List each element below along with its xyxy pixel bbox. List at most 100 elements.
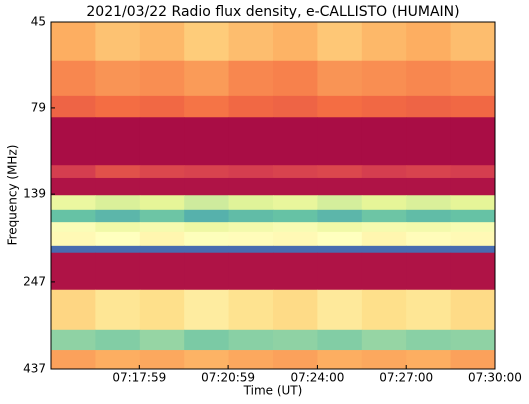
cell [228,195,274,211]
cell [139,231,185,247]
cell [273,231,318,247]
cell [361,350,407,370]
cell [228,289,274,331]
cell [139,222,185,233]
cell [450,329,496,351]
cell [406,117,452,166]
cell [450,252,496,291]
cell [139,22,185,62]
cell [273,209,318,223]
cell [139,60,185,97]
cell [273,165,318,179]
cell [450,245,496,254]
cell [51,209,96,223]
cell [406,195,452,211]
cell [450,177,496,196]
cell [228,22,274,62]
x-axis-label: Time (UT) [243,384,303,398]
cell [273,252,318,291]
cell [317,245,363,254]
cell [51,231,96,247]
y-tick-label: 139 [23,187,46,201]
cell [406,165,452,179]
cell [51,329,96,351]
cell [51,222,96,233]
cell [317,165,363,179]
cell [450,165,496,179]
plot-frame [50,21,496,370]
cell [95,289,141,331]
cell [450,95,496,118]
cell [51,289,96,331]
cell [273,350,318,370]
cell [95,329,141,351]
cell [361,117,407,166]
cell [317,209,363,223]
cell [361,231,407,247]
cell [317,60,363,97]
cell [139,195,185,211]
y-tick-label: 79 [31,100,46,114]
cell [228,95,274,118]
cell [228,231,274,247]
cell [273,222,318,233]
cell [450,222,496,233]
cell [361,165,407,179]
cell [273,95,318,118]
cell [406,177,452,196]
cell [51,117,96,166]
cell [139,117,185,166]
cell [450,60,496,97]
chart-title: 2021/03/22 Radio flux density, e-CALLIST… [86,4,459,20]
cell [95,245,141,254]
cell [317,252,363,291]
y-tick-label: 45 [31,15,46,29]
cell [450,195,496,211]
cell [139,329,185,351]
cell [317,195,363,211]
cell [450,231,496,247]
cell [95,350,141,370]
cell [184,252,230,291]
cell [51,245,96,254]
cell [51,195,96,211]
cell [51,177,96,196]
cell [361,252,407,291]
cell [273,195,318,211]
axes: 45 79 139 247 437 07:17:59 07:20:59 07:24:00 07:… [23,15,522,385]
cell [228,117,274,166]
cell [184,117,230,166]
cell [450,289,496,331]
cell [450,350,496,370]
cell [95,252,141,291]
cell [228,177,274,196]
cell [317,350,363,370]
heatmap [51,22,496,370]
cell [406,209,452,223]
cell [95,231,141,247]
cell [184,177,230,196]
cell [184,95,230,118]
cell [139,177,185,196]
cell [51,95,96,118]
x-tick-label: 07:20:59 [201,371,255,385]
cell [184,60,230,97]
cell [406,22,452,62]
cell [51,60,96,97]
cell [361,209,407,223]
cell [317,95,363,118]
cell [406,245,452,254]
cell [361,195,407,211]
cell [51,350,96,370]
cell [361,329,407,351]
y-tick-label: 247 [23,274,46,288]
cell [317,329,363,351]
cell [361,95,407,118]
cell [228,209,274,223]
cell [317,222,363,233]
cell [273,245,318,254]
x-tick-label: 07:24:00 [290,371,344,385]
cell [450,22,496,62]
cell [406,222,452,233]
